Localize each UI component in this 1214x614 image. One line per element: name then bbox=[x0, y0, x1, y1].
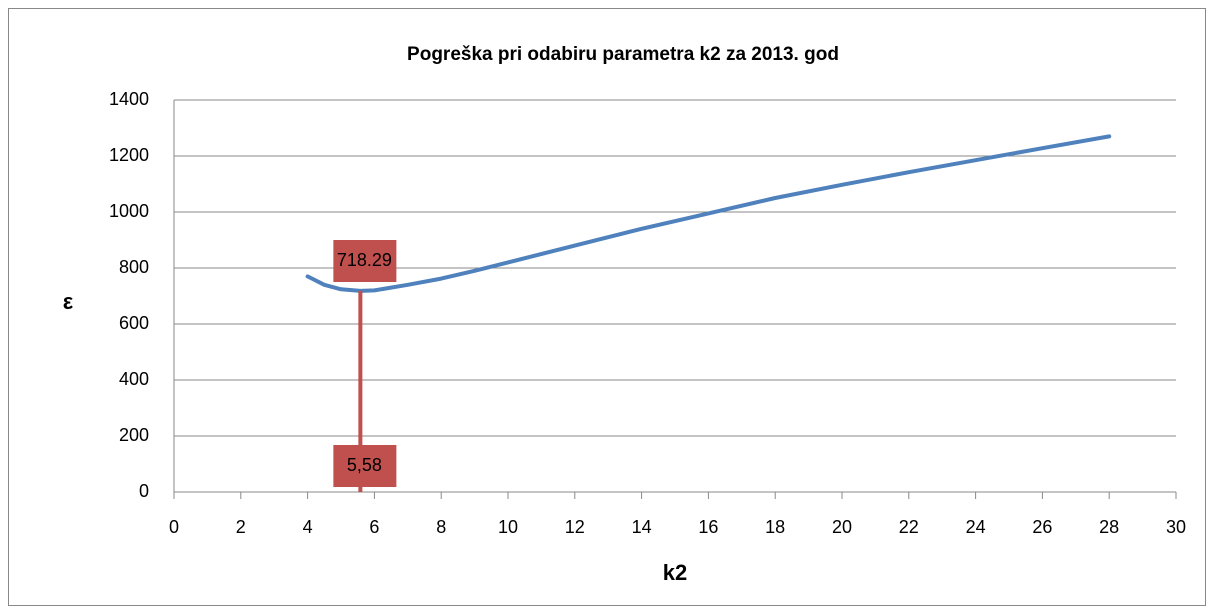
y-tick-label: 400 bbox=[119, 369, 149, 389]
chart-title: Pogreška pri odabiru parametra k2 za 201… bbox=[407, 44, 839, 65]
x-axis-label: k2 bbox=[663, 560, 687, 585]
x-tick-label: 12 bbox=[565, 517, 585, 537]
x-tick-label: 14 bbox=[632, 517, 652, 537]
chart-frame bbox=[8, 8, 1206, 606]
marker-x-label-box bbox=[333, 445, 397, 487]
x-tick-label: 26 bbox=[1032, 517, 1052, 537]
y-tick-label: 200 bbox=[119, 425, 149, 445]
x-tick-label: 2 bbox=[236, 517, 246, 537]
marker-y-label: 718.29 bbox=[337, 250, 392, 270]
y-tick-label: 1000 bbox=[109, 201, 149, 221]
x-tick-label: 8 bbox=[436, 517, 446, 537]
y-tick-label: 1400 bbox=[109, 89, 149, 109]
y-tick-label: 600 bbox=[119, 313, 149, 333]
x-tick-label: 16 bbox=[698, 517, 718, 537]
y-tick-label: 1200 bbox=[109, 145, 149, 165]
x-tick-label: 18 bbox=[765, 517, 785, 537]
x-tick-label: 22 bbox=[899, 517, 919, 537]
x-tick-label: 0 bbox=[169, 517, 179, 537]
y-axis-label: ε bbox=[63, 289, 74, 314]
x-tick-label: 6 bbox=[369, 517, 379, 537]
series-line bbox=[305, 134, 1112, 293]
x-tick-label: 24 bbox=[966, 517, 986, 537]
x-tick-label: 4 bbox=[303, 517, 313, 537]
y-tick-label: 0 bbox=[139, 481, 149, 501]
marker-x-label: 5,58 bbox=[347, 455, 382, 475]
y-tick-label: 800 bbox=[119, 257, 149, 277]
marker-y-label-box bbox=[333, 240, 397, 282]
x-tick-label: 28 bbox=[1099, 517, 1119, 537]
x-tick-label: 20 bbox=[832, 517, 852, 537]
x-tick-label: 10 bbox=[498, 517, 518, 537]
x-tick-label: 30 bbox=[1166, 517, 1186, 537]
